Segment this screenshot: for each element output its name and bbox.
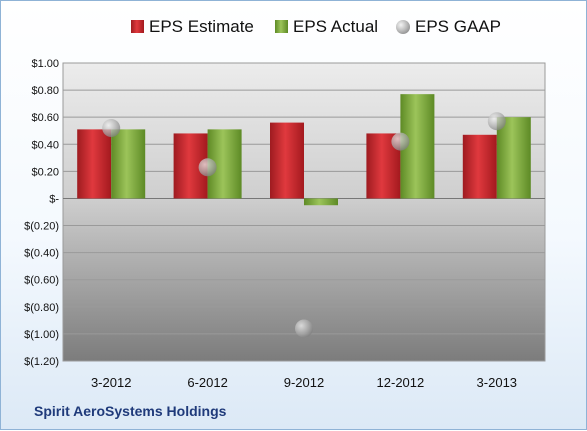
estimate-bar bbox=[270, 122, 304, 199]
gaap-points bbox=[102, 112, 506, 338]
estimate-bar bbox=[77, 129, 112, 199]
y-tick-label: $- bbox=[49, 193, 59, 205]
gaap-point bbox=[102, 119, 121, 138]
y-axis: $1.00 $0.80 $0.60 $0.40 $0.20 $- $(0.20) $(0.40… bbox=[24, 58, 59, 368]
gaap-point bbox=[487, 112, 506, 131]
gaap-point bbox=[391, 132, 410, 151]
y-tick-label: $(1.20) bbox=[24, 356, 59, 368]
y-tick-label: $(0.80) bbox=[24, 302, 59, 314]
actual-bar bbox=[304, 198, 338, 206]
legend-swatch-gaap bbox=[396, 20, 410, 34]
actual-bar bbox=[111, 129, 146, 199]
plot-area bbox=[62, 62, 546, 362]
y-tick-label: $1.00 bbox=[31, 58, 59, 70]
estimate-bar bbox=[462, 134, 497, 199]
gaap-point bbox=[295, 319, 313, 338]
legend-label-gaap: EPS GAAP bbox=[415, 17, 501, 36]
legend-label-estimate: EPS Estimate bbox=[149, 17, 254, 36]
x-category-label: 3-2013 bbox=[477, 375, 517, 390]
y-tick-label: $0.80 bbox=[31, 85, 59, 97]
legend-swatch-actual bbox=[275, 20, 288, 33]
y-tick-label: $0.60 bbox=[31, 112, 59, 124]
actual-bar bbox=[496, 117, 531, 199]
company-name: Spirit AeroSystems Holdings bbox=[34, 403, 227, 419]
legend-swatch-estimate bbox=[131, 20, 144, 33]
x-category-label: 9-2012 bbox=[284, 375, 324, 390]
y-tick-label: $0.40 bbox=[31, 139, 59, 151]
y-tick-label: $(0.40) bbox=[24, 248, 59, 260]
bars bbox=[77, 94, 531, 206]
x-category-label: 3-2012 bbox=[91, 375, 131, 390]
y-tick-label: $(1.00) bbox=[24, 329, 59, 341]
x-category-label: 12-2012 bbox=[377, 375, 425, 390]
x-category-label: 6-2012 bbox=[187, 375, 227, 390]
gaap-point bbox=[198, 158, 217, 177]
y-tick-label: $(0.60) bbox=[24, 275, 59, 287]
x-axis: 3-2012 6-2012 9-2012 12-2012 3-2013 bbox=[91, 375, 517, 390]
legend-label-actual: EPS Actual bbox=[293, 17, 378, 36]
y-tick-label: $0.20 bbox=[31, 166, 59, 178]
legend: EPS Estimate EPS Actual EPS GAAP bbox=[131, 17, 501, 36]
y-tick-label: $(0.20) bbox=[24, 221, 59, 233]
